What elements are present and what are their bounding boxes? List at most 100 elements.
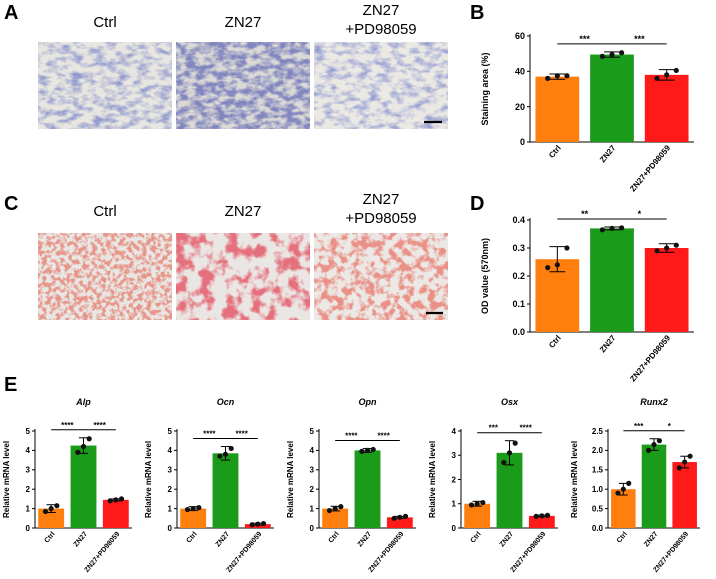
- y-tick-label: 3: [310, 466, 315, 475]
- panel-letter-d: D: [470, 193, 485, 215]
- y-tick-label: 2.0: [592, 446, 604, 455]
- y-tick-label: 0.3: [512, 243, 525, 253]
- panel-letter-b: B: [470, 2, 485, 24]
- data-point: [391, 515, 397, 521]
- data-point: [545, 265, 551, 271]
- data-point: [474, 501, 480, 507]
- ars-stain-image-zn27-pd98059-graphic: [314, 233, 448, 320]
- significance-label: *: [638, 209, 642, 219]
- y-tick-label: 0.0: [512, 327, 525, 337]
- y-tick-label: 4: [310, 446, 315, 455]
- bar-zn27-pd98059: [672, 462, 697, 528]
- y-tick-label: 40: [515, 66, 525, 76]
- data-point: [184, 506, 191, 513]
- bar-zn27: [354, 450, 381, 528]
- data-point: [468, 502, 475, 508]
- bar-zn27-pd98059: [528, 515, 555, 528]
- data-point: [564, 73, 570, 79]
- chart-svg: Ocn Relative mRNA level 0 1 2 3 4 5 Ctrl ZN27ZN27…: [144, 397, 274, 574]
- x-tick-label: ZN27+PD98059: [628, 333, 672, 383]
- data-point: [554, 262, 560, 268]
- data-point: [619, 50, 625, 56]
- data-point: [656, 438, 662, 444]
- data-point: [107, 498, 113, 504]
- data-point: [54, 503, 60, 509]
- y-tick-label: 0.0: [592, 524, 604, 533]
- bar-ctrl: [180, 508, 207, 528]
- significance-label: ****: [377, 431, 390, 440]
- data-point: [338, 504, 344, 510]
- data-point: [609, 51, 615, 58]
- ars-stain-image-zn27-pd98059: [314, 233, 448, 320]
- x-tick-label: ZN27: [73, 531, 89, 549]
- data-point: [687, 453, 693, 459]
- bar-zn27-pd98059: [386, 517, 413, 528]
- y-tick-label: 1: [310, 504, 315, 513]
- bar-zn27-pd98059: [644, 248, 689, 332]
- chart-title: Alp: [75, 397, 91, 407]
- y-tick-label: 1: [452, 500, 457, 509]
- ars-stain-image-zn27-graphic: [176, 233, 310, 320]
- data-point: [364, 447, 371, 453]
- chart-svg: Alp Relative mRNA level 0 1 2 3 4 5 Ctrl ZN27ZN27…: [2, 397, 132, 574]
- chart-e-osx: Osx Relative mRNA level 0 1 2 3 4 Ctrl ZN27 ZN27+…: [426, 393, 566, 577]
- y-axis-label: Staining area (%): [480, 52, 490, 125]
- y-tick-label: 5: [310, 427, 315, 436]
- panel-letter-a: A: [4, 2, 19, 24]
- data-point: [664, 245, 670, 251]
- bar-ctrl: [322, 508, 349, 528]
- data-point: [86, 436, 92, 442]
- x-tick-label: ZN27: [499, 531, 515, 549]
- data-point: [480, 499, 486, 506]
- data-point: [113, 497, 119, 503]
- chart-d-od-value: OD value (570nm) 0.0 0.1 0.2 0.3 0.4 Ctrl ZN27 Z…: [478, 198, 704, 388]
- data-point: [599, 53, 605, 59]
- y-tick-label: 2: [26, 485, 31, 494]
- y-tick-label: 60: [515, 31, 525, 41]
- y-tick-label: 1: [168, 504, 173, 513]
- y-tick-label: 0: [26, 524, 31, 533]
- chart-e-runx2: Runx2 Relative mRNA level 0.0 0.5 1.0 1.5 2.0 2…: [568, 393, 708, 577]
- alp-stain-image-ctrl-graphic: [38, 42, 172, 129]
- data-point: [620, 486, 626, 492]
- y-tick-label: 5: [168, 427, 173, 436]
- chart-svg: Staining area (%) 0 20 40 60 Ctrl ZN27 ZN27+PD9…: [480, 31, 694, 193]
- significance-label: ***: [634, 422, 644, 431]
- y-tick-label: 0.1: [512, 299, 525, 309]
- significance-label: ***: [579, 34, 590, 44]
- significance-label: **: [581, 209, 589, 219]
- bar-zn27: [590, 228, 634, 332]
- panel-letter-c: C: [4, 193, 19, 215]
- bar-zn27-pd98059: [102, 499, 129, 528]
- data-point: [646, 447, 652, 453]
- column-label-ctrl-a: Ctrl: [93, 14, 117, 31]
- data-point: [118, 496, 125, 502]
- x-tick-label: Ctrl: [547, 144, 563, 160]
- data-point: [651, 441, 657, 448]
- y-tick-label: 0: [168, 524, 173, 533]
- x-tick-label: Ctrl: [328, 531, 341, 545]
- data-point: [676, 465, 682, 471]
- bar-ctrl: [464, 503, 491, 528]
- y-axis-label: Relative mRNA level: [144, 441, 153, 518]
- data-point: [190, 506, 196, 512]
- significance-label: *: [668, 422, 672, 431]
- data-point: [402, 513, 409, 519]
- x-tick-label: ZN27+PD98059: [628, 143, 672, 193]
- significance-label: ***: [634, 34, 645, 44]
- y-axis-label: Relative mRNA level: [428, 441, 437, 518]
- data-point: [228, 445, 234, 452]
- chart-title: Ocn: [217, 397, 235, 407]
- y-tick-label: 1.5: [592, 466, 604, 475]
- data-point: [626, 480, 632, 486]
- data-point: [599, 227, 605, 233]
- significance-label: ***: [489, 424, 499, 433]
- chart-b-staining-area: Staining area (%) 0 20 40 60 Ctrl ZN27 ZN27+PD9…: [478, 8, 704, 198]
- x-tick-label: Ctrl: [470, 531, 483, 545]
- bar-ctrl: [535, 76, 580, 142]
- x-tick-label: ZN27+PD98059: [652, 531, 690, 574]
- y-tick-label: 20: [515, 102, 525, 112]
- y-tick-label: 0: [310, 524, 315, 533]
- y-axis-label: Relative mRNA level: [570, 441, 579, 518]
- chart-svg: Opn Relative mRNA level 0 1 2 3 4 5 Ctrl ZN27ZN27…: [286, 397, 416, 574]
